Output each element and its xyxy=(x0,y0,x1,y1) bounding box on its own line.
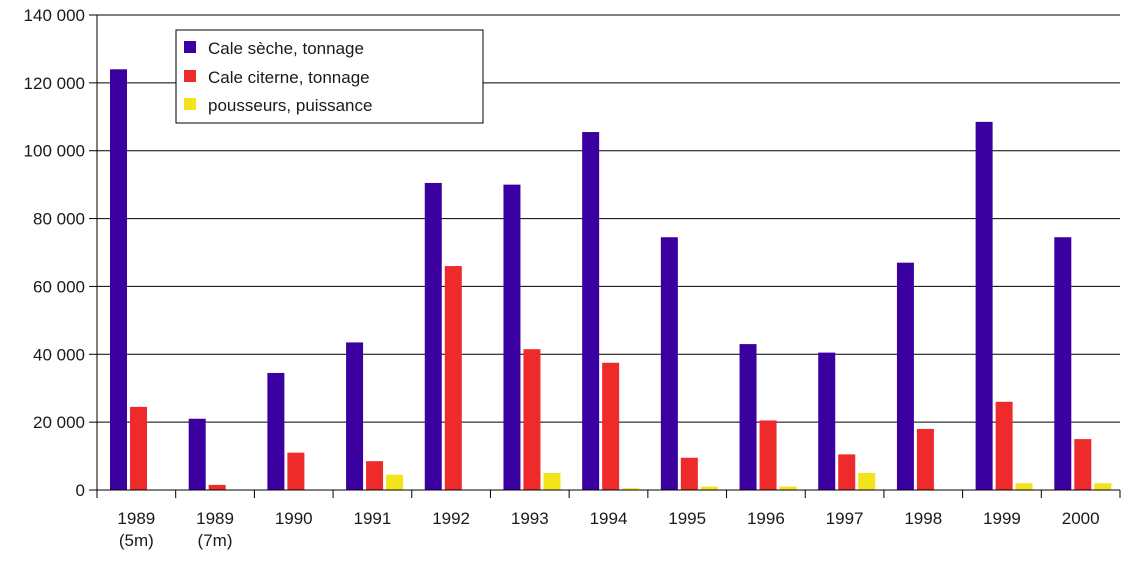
bar-0-3 xyxy=(346,342,364,490)
bar-1-11 xyxy=(995,401,1013,490)
x-tick-label-9: 1997 xyxy=(826,509,864,528)
bar-2-11 xyxy=(1015,483,1033,490)
x-tick-label-1: 1989 (7m) xyxy=(196,509,234,550)
x-tick-label-6: 1994 xyxy=(590,509,628,528)
bar-1-0 xyxy=(130,406,147,490)
bar-1-2 xyxy=(287,452,305,490)
x-tick-label-7: 1995 xyxy=(668,509,706,528)
x-tick-label-4: 1992 xyxy=(432,509,470,528)
bar-0-7 xyxy=(660,237,678,490)
legend-swatch-1 xyxy=(184,70,196,82)
bar-0-12 xyxy=(1054,237,1072,490)
bar-2-12 xyxy=(1094,483,1112,490)
bar-0-6 xyxy=(582,132,600,490)
bar-1-10 xyxy=(916,428,934,490)
y-tick-label-6: 120 000 xyxy=(24,74,85,93)
y-tick-label-2: 40 000 xyxy=(33,345,85,364)
bar-1-4 xyxy=(444,266,462,490)
bar-0-10 xyxy=(896,262,914,490)
bar-2-7 xyxy=(700,486,718,490)
legend-box xyxy=(175,29,484,124)
x-tick-label-12: 2000 xyxy=(1062,509,1100,528)
bar-0-2 xyxy=(267,372,285,490)
bar-2-8 xyxy=(779,486,797,490)
bar-2-6 xyxy=(622,488,640,490)
bar-0-4 xyxy=(424,182,442,491)
bar-1-6 xyxy=(602,362,620,490)
y-tick-label-4: 80 000 xyxy=(33,210,85,229)
bar-0-9 xyxy=(818,352,836,490)
y-tick-label-0: 0 xyxy=(76,481,85,500)
bars xyxy=(110,69,1112,491)
bar-2-3 xyxy=(386,474,404,490)
y-tick-label-3: 60 000 xyxy=(33,277,85,296)
bar-1-5 xyxy=(523,349,541,490)
y-tick-label-1: 20 000 xyxy=(33,413,85,432)
bar-0-0 xyxy=(110,69,127,491)
bar-1-7 xyxy=(680,457,698,490)
bar-2-5 xyxy=(543,473,561,490)
legend: Cale sèche, tonnage Cale citerne, tonnag… xyxy=(175,29,484,124)
bar-1-1 xyxy=(208,484,226,490)
x-tick-label-11: 1999 xyxy=(983,509,1021,528)
bar-2-9 xyxy=(858,473,876,490)
x-tick-label-2: 1990 xyxy=(275,509,313,528)
x-tick-label-3: 1991 xyxy=(354,509,392,528)
y-tick-label-7: 140 000 xyxy=(24,6,85,25)
legend-swatch-2 xyxy=(184,98,196,110)
y-tick-label-5: 100 000 xyxy=(24,142,85,161)
x-tick-label-5: 1993 xyxy=(511,509,549,528)
bar-1-12 xyxy=(1074,439,1092,490)
x-tick-label-10: 1998 xyxy=(904,509,942,528)
bar-0-11 xyxy=(975,121,993,490)
bar-1-9 xyxy=(838,454,856,490)
legend-label-0: Cale sèche, tonnage xyxy=(208,39,364,58)
bar-1-3 xyxy=(366,461,384,490)
legend-swatch-0 xyxy=(184,41,196,53)
bar-0-5 xyxy=(503,184,521,490)
legend-label-2: pousseurs, puissance xyxy=(208,96,372,115)
legend-label-1: Cale citerne, tonnage xyxy=(208,68,370,87)
x-tick-label-0: 1989 (5m) xyxy=(117,509,155,550)
bar-0-8 xyxy=(739,344,757,490)
bar-1-8 xyxy=(759,420,777,490)
axes: 0 20 000 40 000 60 000 80 000 100 000 120 000 1… xyxy=(24,6,1121,550)
bar-0-1 xyxy=(188,418,206,490)
x-tick-label-8: 1996 xyxy=(747,509,785,528)
